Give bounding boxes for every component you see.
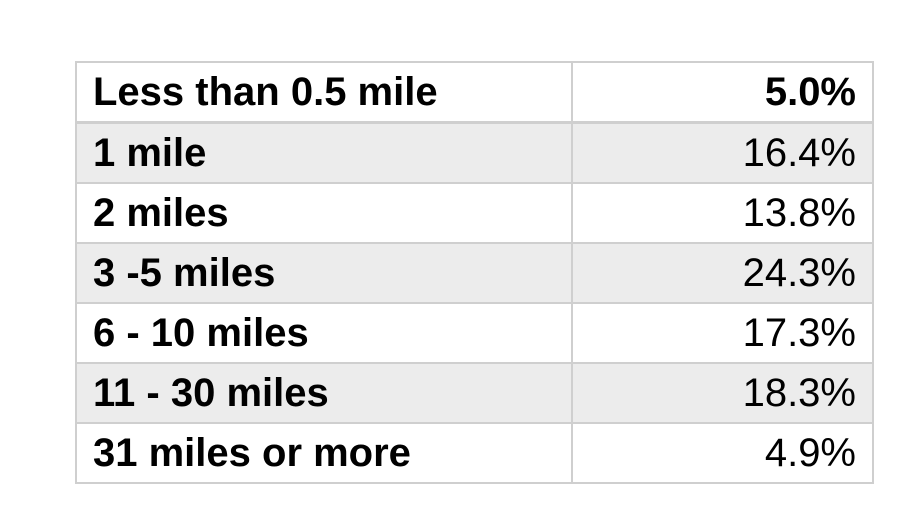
row-label: 1 mile — [75, 121, 573, 184]
row-value: 17.3% — [571, 302, 874, 364]
table-row: Less than 0.5 mile 5.0% — [75, 61, 874, 124]
distance-table: Less than 0.5 mile 5.0% 1 mile 16.4% 2 m… — [75, 61, 874, 484]
row-label: 2 miles — [75, 182, 573, 244]
table-row: 3 -5 miles 24.3% — [75, 242, 874, 304]
row-label: 11 - 30 miles — [75, 362, 573, 424]
row-label: Less than 0.5 mile — [75, 61, 573, 124]
table-row: 11 - 30 miles 18.3% — [75, 362, 874, 424]
table-row: 2 miles 13.8% — [75, 182, 874, 244]
table-row: 31 miles or more 4.9% — [75, 422, 874, 484]
row-value: 13.8% — [571, 182, 874, 244]
row-label: 31 miles or more — [75, 422, 573, 484]
table-row: 6 - 10 miles 17.3% — [75, 302, 874, 364]
row-label: 6 - 10 miles — [75, 302, 573, 364]
row-value: 24.3% — [571, 242, 874, 304]
row-value: 18.3% — [571, 362, 874, 424]
row-label: 3 -5 miles — [75, 242, 573, 304]
row-value: 16.4% — [571, 121, 874, 184]
row-value: 4.9% — [571, 422, 874, 484]
row-value: 5.0% — [571, 61, 874, 124]
table-row: 1 mile 16.4% — [75, 121, 874, 184]
